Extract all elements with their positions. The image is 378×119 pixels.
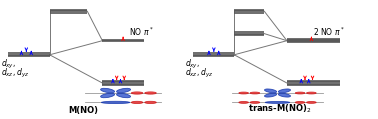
Ellipse shape xyxy=(239,102,248,103)
Ellipse shape xyxy=(116,88,130,93)
Ellipse shape xyxy=(145,101,156,104)
Ellipse shape xyxy=(250,102,260,103)
Text: trans-M(NO)$_2$: trans-M(NO)$_2$ xyxy=(248,102,311,115)
Text: 2 NO $\pi^*$: 2 NO $\pi^*$ xyxy=(313,26,345,38)
Ellipse shape xyxy=(295,102,305,103)
Ellipse shape xyxy=(116,93,130,98)
Ellipse shape xyxy=(278,89,290,93)
Ellipse shape xyxy=(295,92,305,94)
Ellipse shape xyxy=(101,101,130,104)
Ellipse shape xyxy=(131,92,143,94)
Ellipse shape xyxy=(265,89,277,93)
Text: NO $\pi^*$: NO $\pi^*$ xyxy=(129,26,153,38)
Text: $d_{xy}$,: $d_{xy}$, xyxy=(1,58,16,71)
Ellipse shape xyxy=(101,88,115,93)
Text: M(NO): M(NO) xyxy=(68,106,99,115)
Ellipse shape xyxy=(278,93,290,97)
Ellipse shape xyxy=(250,92,260,94)
Ellipse shape xyxy=(307,102,316,103)
Ellipse shape xyxy=(101,93,115,98)
Ellipse shape xyxy=(145,92,156,94)
Text: $d_{xz}$, $d_{yz}$: $d_{xz}$, $d_{yz}$ xyxy=(1,67,29,80)
Ellipse shape xyxy=(239,92,248,94)
Text: $d_{xz}$, $d_{yz}$: $d_{xz}$, $d_{yz}$ xyxy=(185,67,214,80)
Ellipse shape xyxy=(131,101,143,104)
Text: $d_{xy}$,: $d_{xy}$, xyxy=(185,58,200,71)
Ellipse shape xyxy=(265,101,290,103)
Ellipse shape xyxy=(307,92,316,94)
Ellipse shape xyxy=(265,93,277,97)
